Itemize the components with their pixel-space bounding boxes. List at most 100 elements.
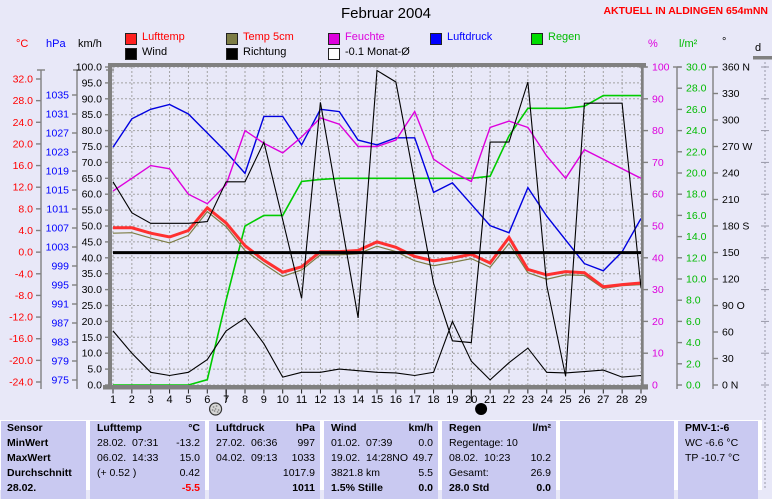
- svg-text:40.0: 40.0: [82, 252, 103, 264]
- legend-label: Temp 5cm: [243, 31, 294, 43]
- svg-text:270 W: 270 W: [722, 141, 752, 153]
- table-cell: Gesamt: 26.9: [449, 467, 551, 479]
- new-moon-icon: [475, 403, 488, 415]
- svg-text:90: 90: [652, 93, 664, 105]
- table-row-label-sensor: Sensor: [7, 422, 43, 434]
- svg-text:16: 16: [390, 394, 402, 406]
- svg-text:27: 27: [597, 394, 609, 406]
- legend-swatch-icon: [328, 33, 340, 45]
- svg-text:-24.0: -24.0: [9, 377, 33, 389]
- legend-item-luftdruck[interactable]: Luftdruck: [430, 31, 493, 45]
- table-cell: 27.02. 06:36 997: [216, 437, 315, 449]
- legend-label: Luftdruck: [447, 31, 493, 43]
- svg-text:20: 20: [652, 316, 664, 328]
- svg-text:18: 18: [427, 394, 439, 406]
- svg-text:0.0: 0.0: [87, 380, 102, 392]
- svg-text:11: 11: [296, 394, 307, 406]
- svg-text:55.0: 55.0: [82, 205, 103, 217]
- table-cell: Regen l/m²: [449, 422, 551, 434]
- svg-text:15: 15: [371, 394, 383, 406]
- legend-swatch-icon: [226, 48, 238, 60]
- legend-item-regen[interactable]: Regen: [531, 31, 580, 45]
- svg-text:983: 983: [51, 337, 69, 349]
- svg-text:35.0: 35.0: [82, 268, 103, 280]
- svg-text:16.0: 16.0: [686, 210, 707, 222]
- series-richtung: [112, 69, 642, 377]
- legend-item-richtung[interactable]: Richtung: [226, 46, 287, 60]
- svg-text:12.0: 12.0: [686, 252, 707, 264]
- series-wind: [112, 317, 642, 381]
- table-cell: TP -10.7 °C: [685, 452, 740, 464]
- svg-text:65.0: 65.0: [82, 173, 103, 185]
- svg-text:60: 60: [652, 189, 664, 201]
- legend-item-wind[interactable]: Wind: [125, 46, 167, 60]
- svg-text:100.0: 100.0: [76, 62, 102, 74]
- axis-unit-km-h: km/h: [78, 38, 102, 50]
- svg-text:19: 19: [446, 394, 458, 406]
- table-cell: [560, 451, 674, 466]
- table-cell: 04.02. 09:13 1033: [216, 452, 315, 464]
- svg-text:1: 1: [110, 394, 116, 406]
- axis-unit-hpa: hPa: [46, 38, 66, 50]
- axis-dir: 360 N 330 300 270 W 240 210 180 S 150 120 90 O 60 3…: [709, 62, 752, 392]
- legend-item-temp-5cm[interactable]: Temp 5cm: [226, 31, 294, 45]
- svg-text:330: 330: [722, 88, 740, 100]
- svg-text:1003: 1003: [46, 242, 70, 254]
- legend-item-lufttemp[interactable]: Lufttemp: [125, 31, 185, 45]
- svg-text:23: 23: [522, 394, 534, 406]
- svg-text:5.0: 5.0: [87, 364, 102, 376]
- svg-text:-16.0: -16.0: [9, 333, 33, 345]
- svg-text:100: 100: [652, 62, 670, 74]
- legend-label: -0.1 Monat-Ø: [345, 46, 410, 58]
- svg-text:25: 25: [559, 394, 571, 406]
- table-cell: [560, 481, 674, 496]
- svg-text:987: 987: [51, 318, 69, 330]
- svg-text:5: 5: [185, 394, 191, 406]
- table-cell: [560, 421, 674, 436]
- svg-text:1015: 1015: [46, 185, 70, 197]
- table-cell: Regentage: 10: [449, 437, 518, 449]
- svg-text:24.0: 24.0: [686, 125, 707, 137]
- svg-text:50.0: 50.0: [82, 221, 103, 233]
- svg-text:0 N: 0 N: [722, 380, 738, 392]
- legend-swatch-icon: [430, 33, 442, 45]
- table-cell: PMV-1:-6: [685, 422, 730, 434]
- svg-text:240: 240: [722, 168, 740, 180]
- svg-text:25.0: 25.0: [82, 300, 103, 312]
- svg-text:28: 28: [616, 394, 628, 406]
- table-cell: 28.0 Std 0.0: [449, 482, 551, 494]
- table-column-bg: [560, 421, 674, 499]
- axis-unit-x: %: [648, 38, 658, 50]
- axis-wind: 100.0 95.0 90.0 85.0 80.0 75.0 70.0 65.0 60.0 55.…: [76, 62, 114, 392]
- legend-item-0-1-monat[interactable]: -0.1 Monat-Ø: [328, 46, 410, 60]
- table-column-bg: [442, 421, 556, 499]
- grid: [112, 66, 642, 386]
- svg-text:360 N: 360 N: [722, 62, 750, 74]
- table-cell: 28.02. 07:31 -13.2: [97, 437, 200, 449]
- svg-text:80: 80: [652, 125, 664, 137]
- svg-text:20.0: 20.0: [82, 316, 103, 328]
- table-cell: -5.5: [181, 482, 200, 494]
- svg-text:26.0: 26.0: [686, 104, 707, 116]
- svg-text:70: 70: [652, 157, 664, 169]
- svg-text:75.0: 75.0: [82, 141, 103, 153]
- series-lufttemp: [113, 205, 642, 289]
- svg-text:22.0: 22.0: [686, 146, 707, 158]
- table-column-bg: [1, 421, 86, 499]
- legend-label: Richtung: [243, 46, 287, 58]
- svg-text:28.0: 28.0: [13, 95, 34, 107]
- table-column-bg: [90, 421, 205, 499]
- legend-item-feuchte[interactable]: Feuchte: [328, 31, 385, 45]
- svg-text:150: 150: [722, 247, 740, 259]
- svg-text:30: 30: [722, 353, 734, 365]
- axis-unit-d: d: [755, 42, 762, 54]
- page-title: Februar 2004: [340, 5, 432, 22]
- svg-text:80.0: 80.0: [82, 125, 103, 137]
- svg-text:1031: 1031: [46, 109, 70, 121]
- svg-text:979: 979: [51, 356, 69, 368]
- svg-text:1011: 1011: [46, 204, 69, 216]
- axis-days: 1234567891011121314151617181920212223242…: [110, 389, 647, 406]
